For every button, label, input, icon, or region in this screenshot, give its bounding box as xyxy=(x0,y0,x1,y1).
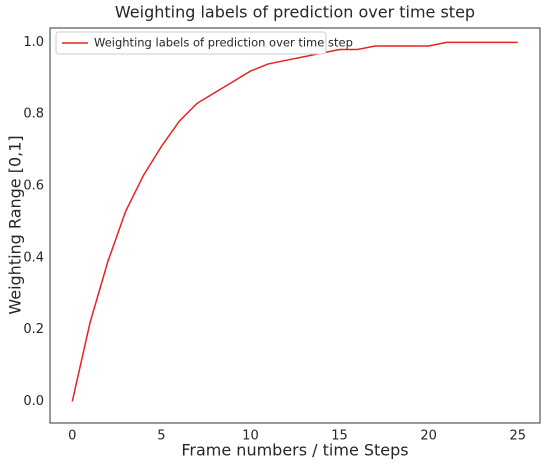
y-tick-label: 1.0 xyxy=(23,35,44,50)
x-tick-label: 0 xyxy=(68,429,76,444)
y-tick-label: 0.6 xyxy=(23,179,44,194)
x-tick-label: 5 xyxy=(157,429,165,444)
line xyxy=(71,41,518,402)
legend-label: Weighting labels of prediction over time… xyxy=(94,36,353,50)
x-tick-label: 25 xyxy=(509,429,526,444)
y-axis-label: Weighting Range [0,1] xyxy=(6,135,25,314)
x-tick-label: 20 xyxy=(420,429,437,444)
y-tick-label: 0.8 xyxy=(23,107,44,122)
chart-title: Weighting labels of prediction over time… xyxy=(115,3,475,22)
x-tick-label: 10 xyxy=(242,429,259,444)
y-tick-label: 0.4 xyxy=(23,250,44,265)
y-tick-label: 0.2 xyxy=(23,322,44,337)
x-axis-label: Frame numbers / time Steps xyxy=(181,441,408,460)
y-tick-label: 0.0 xyxy=(23,394,44,409)
x-tick-label: 15 xyxy=(331,429,348,444)
legend-box xyxy=(55,31,327,55)
plot-frame xyxy=(49,27,541,424)
